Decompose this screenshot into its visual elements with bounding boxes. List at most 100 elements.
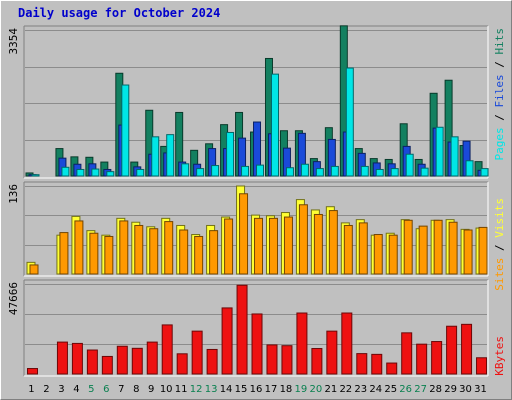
bar-sites (298, 204, 308, 275)
bar-kbytes (416, 343, 428, 375)
bar-pages (300, 163, 309, 177)
bar-sites (313, 213, 323, 275)
bar-kbytes (206, 348, 218, 375)
legend-entry: / (493, 55, 506, 75)
x-tick-label: 12 (190, 384, 203, 395)
bar-pages (166, 134, 175, 177)
chart-title: Daily usage for October 2024 (18, 6, 221, 20)
bar-pages (405, 153, 414, 177)
bar-pages (151, 136, 160, 177)
bar-kbytes (431, 341, 443, 375)
bar-pages (76, 168, 85, 177)
bar-kbytes (27, 368, 38, 375)
legend-entry: / (493, 108, 506, 128)
bar-pages (285, 167, 294, 177)
x-tick-label: 22 (339, 384, 352, 395)
bar-kbytes (296, 312, 308, 375)
x-tick-label: 27 (414, 384, 427, 395)
y-axis-max-label: 136 (7, 184, 20, 204)
x-tick-label: 10 (160, 384, 173, 395)
bar-sites (59, 232, 69, 275)
bar-kbytes (386, 362, 398, 375)
x-tick-label: 29 (444, 384, 457, 395)
bar-pages (480, 168, 489, 177)
bar-kbytes (476, 357, 488, 375)
bar-kbytes (326, 330, 338, 375)
bar-kbytes (176, 353, 188, 375)
bar-sites (29, 264, 39, 275)
bar-kbytes (311, 348, 323, 375)
bar-sites (209, 230, 219, 275)
x-tick-label: 13 (205, 384, 218, 395)
bar-kbytes (461, 323, 473, 375)
x-tick-label: 6 (103, 384, 109, 395)
bar-pages (211, 165, 220, 177)
bar-pages (345, 67, 354, 177)
bar-kbytes (236, 284, 248, 375)
bar-sites (74, 220, 84, 275)
bar-sites (254, 217, 264, 275)
bar-sites (373, 234, 383, 275)
x-tick-label: 15 (235, 384, 248, 395)
bar-pages (450, 136, 459, 177)
bar-kbytes (161, 324, 173, 375)
bar-sites (478, 226, 488, 275)
bar-sites (388, 234, 398, 275)
bar-pages (375, 168, 384, 177)
x-tick-label: 24 (369, 384, 382, 395)
bar-sites (448, 221, 458, 275)
bar-sites (134, 224, 144, 275)
x-tick-label: 23 (354, 384, 367, 395)
bar-pages (121, 84, 130, 177)
x-tick-label: 14 (220, 384, 233, 395)
bar-pages (196, 168, 205, 177)
bar-kbytes (86, 349, 98, 375)
bar-kbytes (221, 307, 233, 375)
bar-pages (465, 160, 474, 177)
bar-pages (31, 174, 40, 177)
bar-pages (241, 165, 250, 177)
bar-kbytes (446, 325, 458, 375)
x-tick-label: 30 (459, 384, 472, 395)
x-tick-label: 20 (310, 384, 323, 395)
bar-kbytes (71, 342, 83, 375)
x-tick-label: 21 (324, 384, 337, 395)
bar-sites (194, 235, 204, 275)
y-axis-max-label: 3354 (7, 28, 20, 55)
y-axis-max-label: 47666 (7, 282, 20, 315)
bar-sites (104, 235, 114, 275)
bar-pages (270, 73, 279, 177)
bar-sites (328, 210, 338, 275)
bar-sites (463, 229, 473, 275)
bar-kbytes (101, 355, 113, 375)
x-tick-label: 17 (265, 384, 278, 395)
bar-pages (136, 168, 145, 177)
bar-pages (181, 163, 190, 177)
bar-pages (226, 131, 235, 177)
bar-pages (420, 167, 429, 177)
bar-kbytes (266, 344, 278, 375)
bar-sites (403, 219, 413, 275)
legend-entry: Visits (493, 198, 506, 238)
bar-pages (330, 165, 339, 177)
bar-sites (224, 218, 234, 275)
legend-sites-visits: Sites / Visits (493, 198, 506, 291)
bar-sites (433, 219, 443, 275)
bar-pages (256, 164, 265, 177)
x-tick-label: 8 (133, 384, 139, 395)
bar-sites (268, 217, 278, 275)
legend-entry: Pages (493, 127, 506, 160)
bar-kbytes (191, 330, 203, 375)
x-tick-label: 4 (73, 384, 79, 395)
bar-kbytes (116, 345, 128, 375)
bar-pages (61, 166, 70, 177)
bar-sites (89, 232, 99, 275)
bar-pages (360, 165, 369, 177)
bar-pages (106, 171, 115, 177)
legend-entry: Hits (493, 28, 506, 55)
x-tick-label: 25 (384, 384, 397, 395)
x-tick-label: 18 (280, 384, 293, 395)
legend-entry: Files (493, 74, 506, 107)
x-tick-label: 1 (28, 384, 34, 395)
